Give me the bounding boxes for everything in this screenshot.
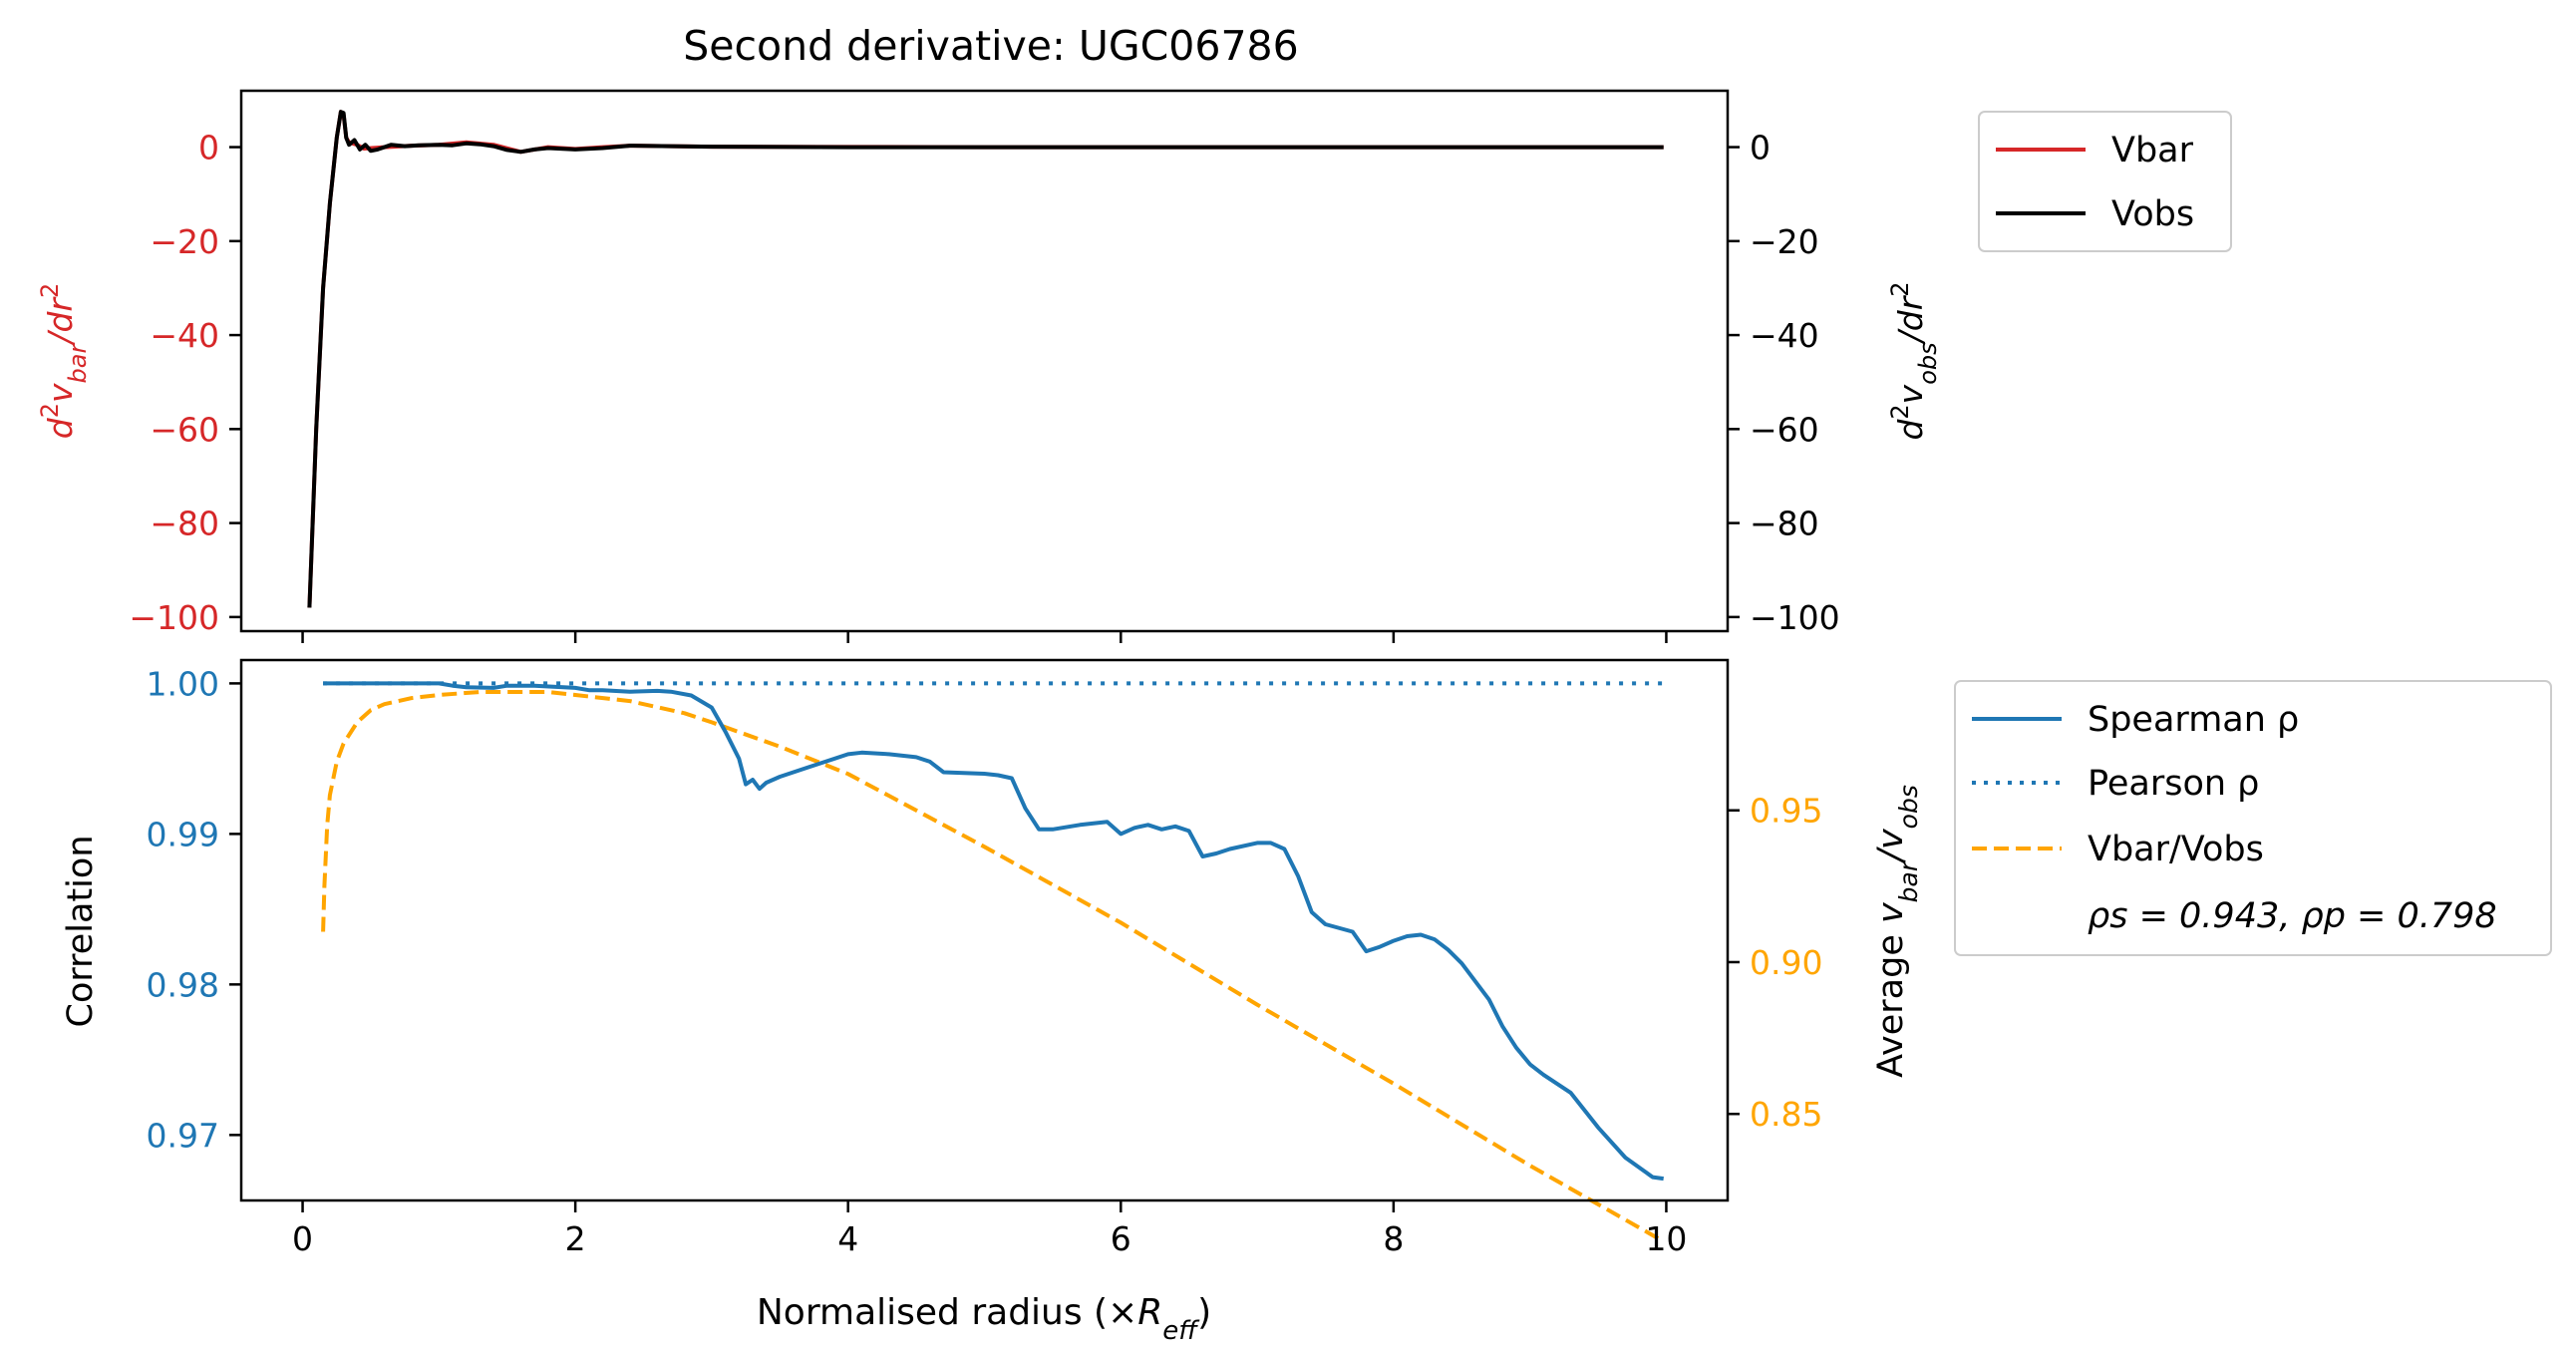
- bottom-legend-box: [1954, 680, 2552, 956]
- legend-label-pearson: Pearson ρ: [2088, 764, 2259, 804]
- top-x-axis-ticks: [301, 631, 1668, 643]
- top-plot-area: [307, 110, 1664, 608]
- bottom-axes-frame: [239, 658, 1730, 1202]
- series-line-vbar-vobs: [321, 690, 1665, 1243]
- label-part: Average: [1871, 923, 1911, 1078]
- label-part: /dr: [41, 296, 80, 347]
- series-line-spearman: [323, 681, 1664, 1182]
- bottom-right-y-tick-label: 0.85: [1750, 1095, 1822, 1134]
- chart-title: Second derivative: UGC06786: [683, 22, 1298, 70]
- bottom-left-y-tick-label: 0.99: [147, 815, 219, 853]
- label-part: Normalised radius (×: [757, 1292, 1137, 1333]
- top-right-y-axis: 0 −20 −40 −60 −80 −100: [1728, 129, 1840, 637]
- label-sub: bar: [64, 342, 92, 384]
- top-right-y-tick-label: −100: [1750, 598, 1840, 637]
- legend-label-spearman: Spearman ρ: [2088, 700, 2299, 740]
- top-legend: Vbar Vobs: [1978, 111, 2232, 252]
- label-sub: obs: [1894, 785, 1923, 829]
- top-left-y-tick-label: −80: [150, 505, 219, 543]
- top-right-y-tick-label: −80: [1750, 505, 1819, 543]
- label-sub: eff: [1162, 1316, 1200, 1346]
- bottom-x-tick-label: 10: [1645, 1219, 1687, 1258]
- top-left-y-axis-label: d2vbar/dr2: [36, 283, 92, 440]
- top-right-y-tick-label: −20: [1750, 222, 1819, 261]
- legend-note-correlations: ρs = 0.943, ρp = 0.798: [2088, 896, 2497, 936]
- bottom-x-tick-label: 2: [565, 1219, 586, 1258]
- top-legend-box: [1978, 111, 2232, 252]
- label-part: d: [1891, 419, 1930, 441]
- bottom-x-tick-label: 0: [292, 1219, 313, 1258]
- label-part: d: [41, 417, 80, 439]
- bottom-x-tick-label: 6: [1111, 1219, 1131, 1258]
- label-part: /dr: [1891, 294, 1930, 345]
- top-left-y-tick-label: −60: [150, 410, 219, 449]
- top-right-y-tick-label: 0: [1750, 129, 1771, 168]
- top-axes-frame: [239, 89, 1730, 633]
- x-axis-label: Normalised radius (×Reff): [757, 1292, 1211, 1346]
- top-left-y-tick-label: −40: [150, 316, 219, 355]
- bottom-right-y-axis-label: Average vbar/vobs: [1871, 785, 1923, 1078]
- legend-label-vobs: Vobs: [2111, 194, 2194, 234]
- label-sup: 2: [36, 403, 64, 418]
- label-sub: bar: [1894, 859, 1923, 902]
- top-right-y-tick-label: −40: [1750, 316, 1819, 355]
- bottom-x-tick-label: 8: [1383, 1219, 1404, 1258]
- bottom-left-y-axis-label: Correlation: [61, 836, 101, 1028]
- series-line-vbar: [307, 110, 1664, 608]
- label-part: /v: [1871, 828, 1911, 864]
- bottom-right-y-axis: 0.95 0.90 0.85: [1728, 792, 1822, 1134]
- label-part: R: [1137, 1292, 1162, 1333]
- label-part: v: [1871, 901, 1911, 923]
- legend-label-vbar: Vbar: [2111, 131, 2194, 170]
- top-right-y-tick-label: −60: [1750, 410, 1819, 449]
- label-sup: 2: [36, 283, 64, 298]
- bottom-plot-area: [321, 681, 1665, 1243]
- bottom-panel: 1.00 0.99 0.98 0.97 0.95 0.90 0.85 0 2 4 6 8 10 Co…: [61, 658, 2552, 1346]
- bottom-right-y-tick-label: 0.95: [1750, 792, 1822, 831]
- top-left-y-tick-label: 0: [198, 129, 219, 168]
- label-sub: obs: [1914, 342, 1942, 384]
- bottom-left-y-tick-label: 0.97: [147, 1116, 219, 1155]
- label-part: ): [1197, 1292, 1211, 1333]
- bottom-left-y-tick-label: 0.98: [147, 965, 219, 1004]
- label-sup: 2: [1886, 281, 1914, 296]
- top-left-y-axis: 0 −20 −40 −60 −80 −100: [129, 129, 241, 637]
- bottom-legend: Spearman ρ Pearson ρ Vbar/Vobs ρs = 0.94…: [1954, 680, 2552, 956]
- legend-label-ratio: Vbar/Vobs: [2088, 830, 2264, 869]
- top-right-y-axis-label: d2vobs/dr2: [1886, 281, 1942, 440]
- bottom-x-axis: 0 2 4 6 8 10: [292, 1200, 1687, 1258]
- bottom-left-y-tick-label: 1.00: [147, 664, 219, 703]
- top-left-y-tick-label: −100: [129, 598, 219, 637]
- label-sup: 2: [1886, 404, 1914, 419]
- bottom-right-y-tick-label: 0.90: [1750, 943, 1822, 982]
- label-part: v: [1891, 384, 1930, 404]
- label-part: v: [41, 383, 80, 403]
- top-left-y-tick-label: −20: [150, 222, 219, 261]
- top-panel: 0−20−40−60−80−100 0−20−40−60−80−100 d2vb…: [36, 89, 2232, 643]
- series-line-vobs: [307, 110, 1664, 608]
- bottom-left-y-axis: 1.00 0.99 0.98 0.97: [147, 664, 241, 1155]
- bottom-x-tick-label: 4: [837, 1219, 858, 1258]
